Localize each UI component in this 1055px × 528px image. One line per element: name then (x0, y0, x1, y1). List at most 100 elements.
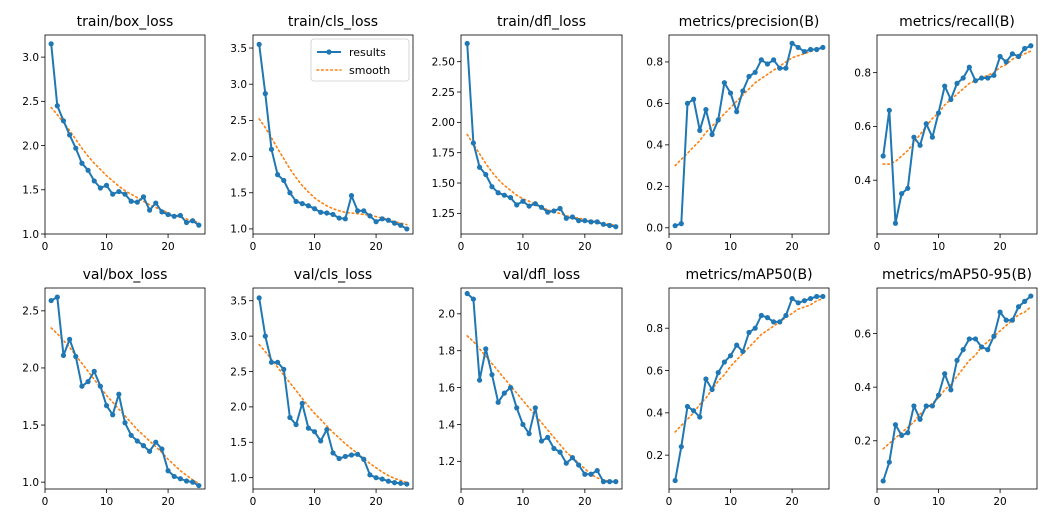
x-tick-label: 20 (578, 241, 591, 253)
data-point (764, 315, 771, 321)
x-tick-label: 20 (993, 496, 1006, 508)
data-point (820, 44, 826, 51)
data-point (820, 293, 826, 300)
data-point (73, 145, 79, 151)
x-tick-label: 20 (161, 496, 174, 508)
data-point (305, 425, 311, 431)
data-point (476, 377, 483, 383)
data-point (678, 221, 684, 227)
data-point (367, 472, 373, 478)
y-tick-label: 1.6 (438, 382, 455, 394)
x-tick-label: 20 (161, 241, 174, 253)
data-point (147, 448, 153, 454)
data-point (476, 164, 483, 170)
data-point (287, 190, 293, 196)
chart-title: train/dfl_loss (497, 14, 586, 30)
y-tick-label: 1.2 (438, 456, 455, 468)
chart-3: metrics/precision(B) 0 10 20 0.0 0.2 0.4 0.6 0.8 (646, 14, 830, 253)
data-point (777, 319, 783, 325)
data-point (489, 184, 495, 190)
data-point (1015, 53, 1022, 60)
data-point (709, 386, 715, 393)
y-tick-label: 2.0 (22, 140, 39, 152)
data-point (613, 479, 619, 485)
axes-frame (460, 34, 623, 235)
y-tick-label: 0.4 (854, 382, 871, 394)
data-point (740, 88, 746, 94)
data-point (532, 201, 538, 207)
data-point (54, 294, 60, 300)
data-point (514, 202, 520, 208)
data-point (979, 344, 985, 350)
data-point (672, 477, 678, 484)
data-point (715, 370, 721, 376)
data-point (514, 405, 520, 411)
data-point (789, 295, 795, 302)
axes-frame (460, 287, 623, 490)
y-tick-label: 0.2 (646, 450, 663, 462)
chart-9: metrics/mAP50-95(B) 0 10 20 0.2 0.4 0.6 (854, 267, 1038, 508)
series-line-smooth (50, 106, 200, 224)
data-point (715, 117, 721, 123)
x-tick-label: 10 (724, 496, 737, 508)
data-point (330, 211, 336, 218)
data-point (892, 422, 899, 428)
data-point (935, 392, 942, 398)
data-point (165, 211, 171, 218)
data-point (997, 309, 1003, 315)
data-point (807, 295, 814, 302)
series-line-results (674, 42, 824, 227)
data-point (268, 359, 275, 365)
data-point (318, 438, 324, 444)
data-point (128, 432, 134, 438)
y-tick-label: 2.5 (230, 366, 247, 378)
data-point (336, 215, 342, 221)
data-point (373, 219, 379, 225)
axes-frame (252, 34, 414, 235)
x-tick-label: 10 (724, 241, 737, 253)
y-tick-label: 1.5 (22, 185, 39, 197)
chart-title: metrics/mAP50-95(B) (882, 267, 1032, 283)
data-point (954, 80, 960, 87)
y-tick-label: 0.6 (646, 98, 663, 110)
y-tick-label: 0.8 (646, 57, 663, 69)
data-point (507, 194, 514, 201)
data-point (385, 478, 391, 484)
series-line-results (258, 297, 407, 485)
data-point (79, 160, 85, 166)
data-point (293, 421, 299, 428)
data-point (966, 336, 972, 342)
data-point (721, 80, 727, 86)
data-point (569, 214, 576, 220)
data-point (103, 403, 110, 409)
data-point (122, 191, 128, 197)
chart-title: val/cls_loss (294, 267, 372, 283)
data-point (880, 153, 886, 159)
y-tick-label: 1.8 (438, 345, 455, 357)
data-point (709, 131, 715, 138)
data-point (398, 480, 404, 486)
data-point (67, 336, 73, 342)
x-tick-label: 20 (785, 241, 798, 253)
data-point (684, 100, 691, 107)
x-tick-label: 10 (932, 241, 945, 253)
data-point (942, 371, 948, 377)
data-point (746, 329, 752, 336)
series-line-smooth (674, 297, 824, 433)
data-point (147, 207, 153, 213)
data-point (379, 216, 385, 222)
data-point (398, 222, 404, 228)
data-point (905, 185, 911, 191)
data-point (196, 222, 202, 228)
data-point (917, 416, 923, 422)
data-point (60, 118, 67, 124)
data-point (923, 403, 929, 409)
x-tick-label: 10 (100, 496, 113, 508)
data-point (576, 218, 582, 224)
y-tick-label: 2.5 (22, 306, 39, 318)
data-point (526, 431, 532, 437)
y-tick-label: 3.0 (230, 79, 247, 91)
data-point (470, 296, 476, 302)
chart-title: val/box_loss (83, 267, 168, 283)
